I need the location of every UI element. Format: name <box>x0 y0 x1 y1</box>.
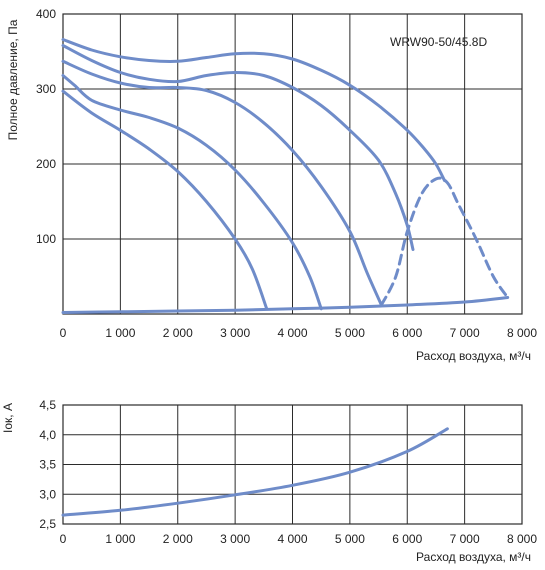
pressure-x-ticks: 0 1 000 2 000 3 000 4 000 5 000 6 000 7 000 8 00… <box>60 326 538 340</box>
x-tick-label: 3 000 <box>220 326 250 340</box>
x-tick-label: 7 000 <box>450 532 480 546</box>
x-tick-label: 5 000 <box>335 326 365 340</box>
series-line-4 <box>61 74 323 311</box>
series-line-5 <box>61 89 269 311</box>
current-x-ticks: 0 1 000 2 000 3 000 4 000 5 000 6 000 7 000 8 00… <box>60 532 538 546</box>
series-line-7 <box>61 296 510 314</box>
x-tick-label: 4 000 <box>277 532 307 546</box>
x-tick-label: 1 000 <box>105 326 135 340</box>
x-tick-label: 0 <box>60 326 67 340</box>
x-tick-label: 6 000 <box>392 532 422 546</box>
x-tick-label: 2 000 <box>163 532 193 546</box>
current-y-axis-label: Iок, A <box>1 403 15 433</box>
x-tick-label: 8 000 <box>507 532 537 546</box>
series-line-6 <box>379 176 510 307</box>
y-tick-label: 4,5 <box>39 398 56 412</box>
current-chart: 0 1 000 2 000 3 000 4 000 5 000 6 000 7 000 8 00… <box>1 398 537 564</box>
pressure-y-axis-label: Полное давление, Па <box>6 19 20 140</box>
pressure-grid <box>62 13 523 315</box>
model-label: WRW90-50/45.8D <box>390 35 487 49</box>
current-curves <box>61 427 449 517</box>
y-tick-label: 3,0 <box>39 487 56 501</box>
pressure-curves <box>61 38 510 314</box>
x-tick-label: 8 000 <box>507 326 537 340</box>
pressure-chart: 0 1 000 2 000 3 000 4 000 5 000 6 000 7 000 8 00… <box>6 7 537 363</box>
y-tick-label: 300 <box>36 82 56 96</box>
x-tick-label: 2 000 <box>163 326 193 340</box>
current-grid <box>62 404 523 525</box>
y-tick-label: 3,5 <box>39 458 56 472</box>
plot-frame <box>62 13 523 315</box>
current-x-axis-label: Расход воздуха, м³/ч <box>416 550 531 564</box>
series-line-1 <box>61 38 446 182</box>
y-tick-label: 4,0 <box>39 428 56 442</box>
x-tick-label: 3 000 <box>220 532 250 546</box>
pressure-y-ticks: 100 200 300 400 <box>36 7 56 246</box>
y-tick-label: 400 <box>36 7 56 21</box>
x-tick-label: 4 000 <box>277 326 307 340</box>
current-y-ticks: 2,5 3,0 3,5 4,0 4,5 <box>39 398 56 531</box>
x-tick-label: 5 000 <box>335 532 365 546</box>
x-tick-label: 1 000 <box>105 532 135 546</box>
x-tick-label: 0 <box>60 532 67 546</box>
x-tick-label: 7 000 <box>450 326 480 340</box>
x-tick-label: 6 000 <box>392 326 422 340</box>
y-tick-label: 200 <box>36 157 56 171</box>
series-line-2 <box>61 44 415 251</box>
series-line-3 <box>61 59 383 307</box>
y-tick-label: 100 <box>36 232 56 246</box>
series-line-1 <box>61 427 449 517</box>
y-tick-label: 2,5 <box>39 517 56 531</box>
pressure-x-axis-label: Расход воздуха, м³/ч <box>416 349 531 363</box>
plot-frame <box>62 404 523 525</box>
